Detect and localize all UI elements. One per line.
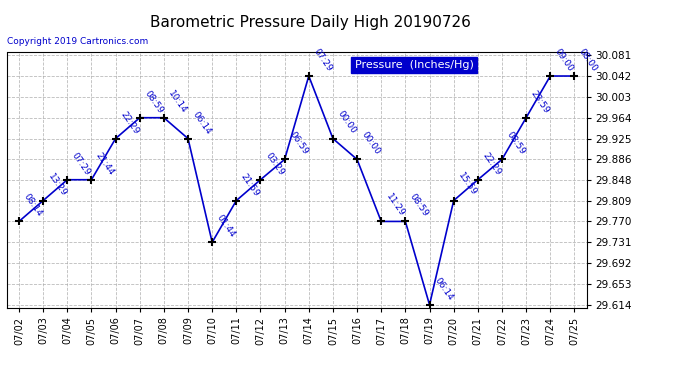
Text: 03:29: 03:29 bbox=[264, 151, 286, 177]
Text: 06:14: 06:14 bbox=[191, 110, 213, 136]
Text: 22:29: 22:29 bbox=[481, 151, 502, 177]
Text: 07:29: 07:29 bbox=[312, 47, 334, 73]
Text: 08:59: 08:59 bbox=[505, 130, 527, 157]
Text: 08:00: 08:00 bbox=[578, 47, 600, 73]
Text: 21:44: 21:44 bbox=[95, 151, 116, 177]
Text: 22:29: 22:29 bbox=[119, 110, 140, 136]
Text: 08:59: 08:59 bbox=[143, 88, 165, 115]
Text: 08:14: 08:14 bbox=[22, 192, 44, 219]
Text: 23:59: 23:59 bbox=[529, 88, 551, 115]
Text: 00:00: 00:00 bbox=[336, 110, 358, 136]
Text: Pressure  (Inches/Hg): Pressure (Inches/Hg) bbox=[355, 60, 473, 70]
Text: 09:00: 09:00 bbox=[553, 47, 575, 73]
Text: Copyright 2019 Cartronics.com: Copyright 2019 Cartronics.com bbox=[7, 38, 148, 46]
Text: 21:59: 21:59 bbox=[239, 171, 262, 198]
Text: 01:44: 01:44 bbox=[215, 213, 237, 240]
Text: 15:59: 15:59 bbox=[457, 171, 479, 198]
Text: 08:59: 08:59 bbox=[408, 192, 431, 219]
Text: Barometric Pressure Daily High 20190726: Barometric Pressure Daily High 20190726 bbox=[150, 15, 471, 30]
Text: 10:14: 10:14 bbox=[167, 88, 189, 115]
Text: 00:00: 00:00 bbox=[360, 130, 382, 157]
Text: 11:29: 11:29 bbox=[384, 192, 406, 219]
Text: 07:29: 07:29 bbox=[70, 151, 92, 177]
Text: 06:59: 06:59 bbox=[288, 130, 310, 157]
Text: 13:29: 13:29 bbox=[46, 171, 68, 198]
Text: 06:14: 06:14 bbox=[433, 276, 455, 302]
